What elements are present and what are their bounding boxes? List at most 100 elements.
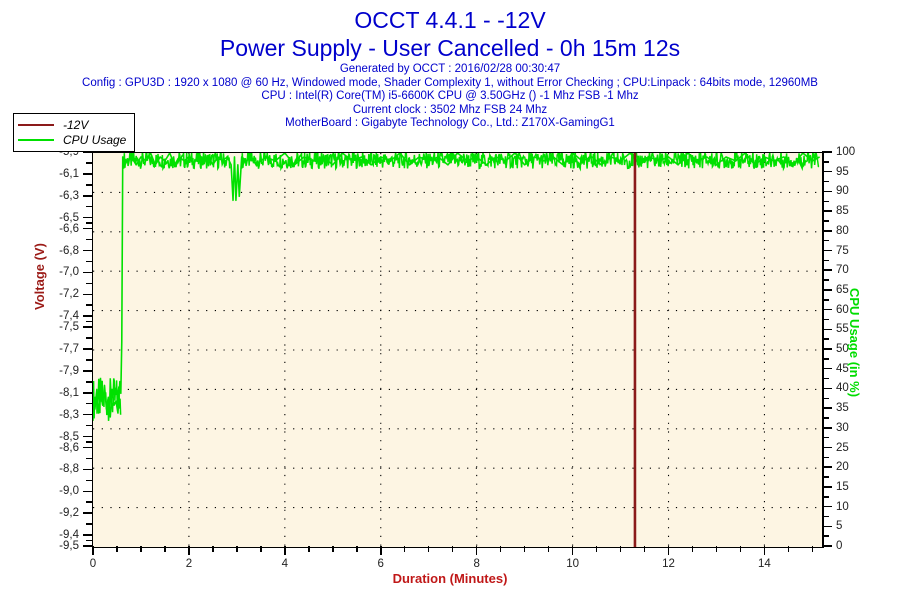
x-axis-tick (571, 546, 574, 555)
legend-item: -12V (18, 117, 126, 132)
x-axis-tick-label: 12 (662, 558, 675, 570)
y-axis-left-minor-tick (86, 501, 93, 503)
chart-series-layer (93, 153, 820, 547)
y-axis-left-tick (83, 173, 93, 175)
y-axis-right-tick-label: 75 (836, 244, 849, 257)
y-axis-left-tick (83, 271, 93, 274)
x-axis-minor-tick (236, 546, 238, 552)
motherboard-line: MotherBoard : Gigabyte Technology Co., L… (285, 117, 615, 129)
x-axis-minor-tick (308, 546, 310, 552)
y-axis-left-tick-label: -6,6 (59, 222, 79, 235)
x-axis-minor-tick (787, 546, 790, 552)
y-axis-left-minor-tick (86, 282, 93, 285)
y-axis-right-tick (822, 249, 832, 252)
x-axis-minor-tick (116, 546, 118, 552)
y-axis-left-minor-tick (86, 337, 93, 339)
x-axis-tick (475, 546, 478, 555)
y-axis-left-tick (83, 195, 93, 197)
y-axis-right-tick (822, 466, 832, 468)
y-axis-left-minor-tick (86, 162, 93, 164)
y-axis-right-minor-tick (822, 161, 829, 163)
y-axis-right-minor-tick (822, 338, 829, 340)
x-axis-tick (380, 546, 382, 555)
y-axis-right-tick-label: 55 (836, 323, 849, 336)
y-axis-right-minor-tick (822, 456, 829, 459)
x-axis-tick-label: 6 (377, 558, 384, 570)
y-axis-left-tick-label: -8,8 (59, 463, 79, 476)
y-axis-right-tick (822, 230, 832, 232)
y-axis-left-minor-tick (86, 320, 93, 323)
y-axis-left-minor-tick (86, 238, 93, 241)
y-axis-left-tick-label: -6,1 (59, 167, 79, 180)
x-axis-minor-tick (164, 546, 166, 552)
y-axis-left-tick-label: -7,4 (59, 310, 79, 323)
y-axis-left-minor-tick (86, 381, 93, 383)
y-axis-right-tick (822, 190, 832, 193)
y-axis-left-tick-label: -6,3 (59, 189, 79, 202)
y-axis-left-tick (83, 534, 93, 536)
y-axis-right-minor-tick (822, 259, 829, 262)
y-axis-right-tick-label: 95 (836, 165, 849, 178)
y-axis-left-minor-tick (86, 222, 93, 224)
y-axis-right-tick-label: 30 (836, 421, 849, 434)
y-axis-right-minor-tick (822, 476, 829, 478)
y-axis-right-minor-tick (822, 377, 829, 380)
x-axis-minor-tick (260, 546, 262, 552)
y-axis-right-tick (822, 328, 832, 331)
x-axis-minor-tick (811, 546, 814, 552)
y-axis-right-tick-label: 80 (836, 224, 849, 237)
y-axis-right-tick-label: 100 (836, 146, 856, 158)
y-axis-right-tick (822, 525, 832, 528)
y-axis-right-tick (822, 308, 832, 311)
x-axis-minor-tick (619, 546, 622, 552)
y-axis-left-tick (83, 249, 93, 252)
y-axis-right-tick (822, 505, 832, 508)
y-axis-right-minor-tick (822, 200, 829, 202)
y-axis-right-tick-label: 40 (836, 382, 849, 395)
y-axis-left-tick-label: -6,5 (59, 211, 79, 224)
y-axis-left-tick-label: -8,3 (59, 408, 79, 421)
x-axis-minor-tick (595, 546, 598, 552)
y-axis-left-minor-tick (86, 184, 93, 186)
legend-item-label: -12V (63, 117, 89, 132)
y-axis-left-tick-label: -7,9 (59, 364, 79, 377)
y-axis-left-tick-label: -8,5 (59, 430, 79, 443)
x-axis-minor-tick (643, 546, 646, 552)
y-axis-right-minor-tick (822, 358, 829, 360)
cpu-line: CPU : Intel(R) Core(TM) i5-6600K CPU @ 3… (261, 90, 639, 102)
y-axis-left-tick (83, 151, 93, 153)
y-axis-left-minor-tick (86, 441, 93, 443)
x-axis-tick (188, 546, 190, 555)
y-axis-right-tick-label: 5 (836, 520, 843, 533)
y-axis-left-minor-tick (86, 424, 93, 427)
y-axis-right-tick-label: 90 (836, 185, 849, 198)
page-subtitle: Power Supply - User Cancelled - 0h 15m 1… (219, 35, 681, 61)
y-axis-left-tick-label: -7,5 (59, 321, 79, 334)
y-axis-right-tick (822, 387, 832, 390)
y-axis-left-tick (83, 512, 93, 514)
x-axis-minor-tick (523, 546, 526, 552)
y-axis-left-tick-label: -9,0 (59, 485, 79, 498)
y-axis-right-title: CPU Usage (in %) (847, 288, 862, 398)
y-axis-left-tick (83, 468, 93, 471)
y-axis-right-minor-tick (822, 180, 829, 183)
y-axis-left-minor-tick (86, 539, 93, 542)
y-axis-left-tick-label: -9,5 (59, 540, 79, 552)
generated-timestamp: Generated by OCCT : 2016/02/28 00:30:47 (339, 63, 561, 75)
y-axis-right-tick-label: 60 (836, 303, 849, 316)
y-axis-right-tick (822, 289, 832, 291)
x-axis-minor-tick (212, 546, 214, 552)
y-axis-right-minor-tick (822, 496, 829, 498)
x-axis-title: Duration (Minutes) (392, 571, 508, 586)
y-axis-right-tick-label: 85 (836, 205, 849, 218)
x-axis-tick-label: 0 (89, 558, 97, 570)
y-axis-right-tick-label: 0 (836, 540, 843, 552)
y-axis-right-minor-tick (822, 436, 829, 439)
legend-item-label: CPU Usage (63, 132, 127, 147)
y-axis-right-tick (822, 170, 832, 173)
y-axis-right-tick (822, 269, 832, 271)
x-axis-minor-tick (356, 546, 358, 552)
y-axis-right-tick-label: 10 (836, 500, 849, 513)
y-axis-left-tick (83, 326, 93, 328)
y-axis-right-tick (822, 446, 832, 449)
